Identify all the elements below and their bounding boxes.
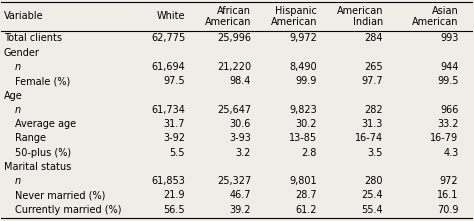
Text: 25,996: 25,996	[217, 33, 251, 44]
Text: 282: 282	[365, 105, 383, 115]
Text: 5.5: 5.5	[170, 148, 185, 158]
Text: American
Indian: American Indian	[337, 6, 383, 27]
Text: 4.3: 4.3	[443, 148, 458, 158]
Text: 39.2: 39.2	[229, 205, 251, 215]
Text: 972: 972	[440, 176, 458, 186]
Text: 280: 280	[365, 176, 383, 186]
Text: Marital status: Marital status	[4, 162, 71, 172]
Text: 46.7: 46.7	[229, 190, 251, 200]
Text: Total clients: Total clients	[4, 33, 62, 44]
Text: 33.2: 33.2	[437, 119, 458, 129]
Text: 61,694: 61,694	[151, 62, 185, 72]
Text: 3-92: 3-92	[163, 133, 185, 143]
Text: 16-74: 16-74	[355, 133, 383, 143]
Text: Age: Age	[4, 91, 22, 101]
Text: 31.3: 31.3	[362, 119, 383, 129]
Text: 2.8: 2.8	[302, 148, 317, 158]
Text: 16.1: 16.1	[437, 190, 458, 200]
Text: 3.2: 3.2	[236, 148, 251, 158]
Text: White: White	[157, 11, 185, 21]
Text: 97.5: 97.5	[164, 76, 185, 86]
Text: 31.7: 31.7	[164, 119, 185, 129]
Text: 13-85: 13-85	[289, 133, 317, 143]
Text: 97.7: 97.7	[362, 76, 383, 86]
Text: 8,490: 8,490	[290, 62, 317, 72]
Text: 98.4: 98.4	[230, 76, 251, 86]
Text: n: n	[15, 105, 21, 115]
Text: African
American: African American	[205, 6, 251, 27]
Text: 61,734: 61,734	[151, 105, 185, 115]
Text: Variable: Variable	[4, 11, 43, 21]
Text: 9,801: 9,801	[290, 176, 317, 186]
Text: 50-plus (%): 50-plus (%)	[15, 148, 71, 158]
Text: 25.4: 25.4	[362, 190, 383, 200]
Text: Average age: Average age	[15, 119, 76, 129]
Text: n: n	[15, 62, 21, 72]
Text: 966: 966	[440, 105, 458, 115]
Text: 61,853: 61,853	[151, 176, 185, 186]
Text: Hispanic
American: Hispanic American	[271, 6, 317, 27]
Text: Never married (%): Never married (%)	[15, 190, 105, 200]
Text: 30.6: 30.6	[230, 119, 251, 129]
Text: 21,220: 21,220	[217, 62, 251, 72]
Text: 55.4: 55.4	[362, 205, 383, 215]
Text: 99.5: 99.5	[437, 76, 458, 86]
Text: 25,327: 25,327	[217, 176, 251, 186]
Text: 9,823: 9,823	[289, 105, 317, 115]
Text: 28.7: 28.7	[295, 190, 317, 200]
Text: 62,775: 62,775	[151, 33, 185, 44]
Text: n: n	[15, 176, 21, 186]
Text: 944: 944	[440, 62, 458, 72]
Text: 3.5: 3.5	[368, 148, 383, 158]
Text: 16-79: 16-79	[430, 133, 458, 143]
Text: Female (%): Female (%)	[15, 76, 70, 86]
Text: Currently married (%): Currently married (%)	[15, 205, 121, 215]
Text: 3-93: 3-93	[229, 133, 251, 143]
Text: 70.9: 70.9	[437, 205, 458, 215]
Text: 61.2: 61.2	[296, 205, 317, 215]
Text: 25,647: 25,647	[217, 105, 251, 115]
Text: Range: Range	[15, 133, 46, 143]
Text: 265: 265	[365, 62, 383, 72]
Text: 993: 993	[440, 33, 458, 44]
Text: 56.5: 56.5	[164, 205, 185, 215]
Text: 30.2: 30.2	[296, 119, 317, 129]
Text: Gender: Gender	[4, 48, 40, 58]
Text: 9,972: 9,972	[289, 33, 317, 44]
Text: 21.9: 21.9	[164, 190, 185, 200]
Text: 99.9: 99.9	[296, 76, 317, 86]
Text: Asian
American: Asian American	[412, 6, 458, 27]
Text: 284: 284	[365, 33, 383, 44]
